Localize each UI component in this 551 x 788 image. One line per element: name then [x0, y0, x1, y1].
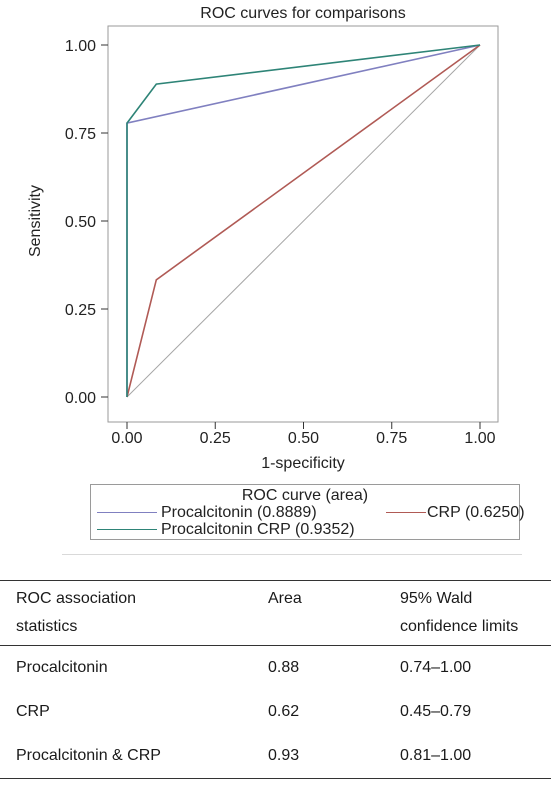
x-tick-label: 0.00 [111, 430, 142, 447]
y-axis: 0.00 0.25 0.50 0.75 1.00 [65, 38, 108, 407]
x-tick-label: 1.00 [464, 430, 495, 447]
y-tick-label: 0.25 [65, 302, 96, 319]
row-area: 0.93 [268, 747, 300, 764]
legend-entry-procalcitonin: Procalcitonin (0.8889) [97, 504, 317, 522]
header-statistics: ROC association statistics [16, 590, 137, 635]
legend: ROC curve (area) Procalcitonin (0.8889) … [90, 484, 525, 540]
y-axis-label: Sensitivity [27, 185, 44, 257]
row-area: 0.62 [268, 703, 300, 720]
y-tick-label: 0.50 [65, 214, 96, 231]
x-axis-label: 1-specificity [261, 455, 345, 472]
legend-label-combined: Procalcitonin CRP (0.9352) [161, 521, 355, 538]
x-tick-label: 0.75 [376, 430, 407, 447]
divider [62, 554, 522, 555]
plot-area [126, 44, 481, 398]
y-tick-label: 0.75 [65, 126, 96, 143]
curve-crp [126, 44, 481, 398]
y-tick-label: 1.00 [65, 38, 96, 55]
curve-procalcitonin-crp [126, 44, 481, 397]
header-confidence-limits: 95% Wald confidence limits [400, 590, 519, 635]
x-axis: 0.00 0.25 0.50 0.75 1.00 [111, 422, 496, 447]
legend-swatch-combined [97, 529, 157, 531]
table-row: Procalcitonin & CRP 0.93 0.81–1.00 [0, 734, 551, 779]
legend-entry-crp: CRP (0.6250) [386, 504, 525, 522]
row-ci: 0.45–0.79 [400, 703, 472, 720]
legend-swatch-procalcitonin [97, 512, 157, 514]
legend-label-procalcitonin: Procalcitonin (0.8889) [161, 504, 317, 521]
row-area: 0.88 [268, 659, 300, 676]
legend-label-crp: CRP (0.6250) [427, 504, 525, 521]
legend-title: ROC curve (area) [241, 487, 369, 504]
row-ci: 0.74–1.00 [400, 659, 472, 676]
legend-swatch-crp [386, 512, 426, 514]
reference-diagonal [126, 44, 481, 398]
roc-statistics-table: ROC association statistics Area 95% Wald c… [0, 580, 551, 779]
chart-title: ROC curves for comparisons [200, 5, 405, 22]
x-tick-label: 0.50 [288, 430, 319, 447]
row-label: Procalcitonin [16, 659, 108, 676]
row-ci: 0.81–1.00 [400, 747, 472, 764]
row-label: CRP [16, 703, 50, 720]
roc-chart: ROC curves for comparisons 0.000.250.500… [27, 5, 499, 472]
legend-entry-combined: Procalcitonin CRP (0.9352) [97, 521, 355, 539]
table-row: CRP 0.62 0.45–0.79 [0, 690, 551, 734]
x-tick-label: 0.25 [200, 430, 231, 447]
row-label: Procalcitonin & CRP [16, 747, 161, 764]
y-tick-label: 0.00 [65, 390, 96, 407]
table-row: Procalcitonin 0.88 0.74–1.00 [0, 646, 551, 691]
header-area: Area [268, 590, 302, 607]
table-header-row: ROC association statistics Area 95% Wald c… [0, 580, 551, 646]
